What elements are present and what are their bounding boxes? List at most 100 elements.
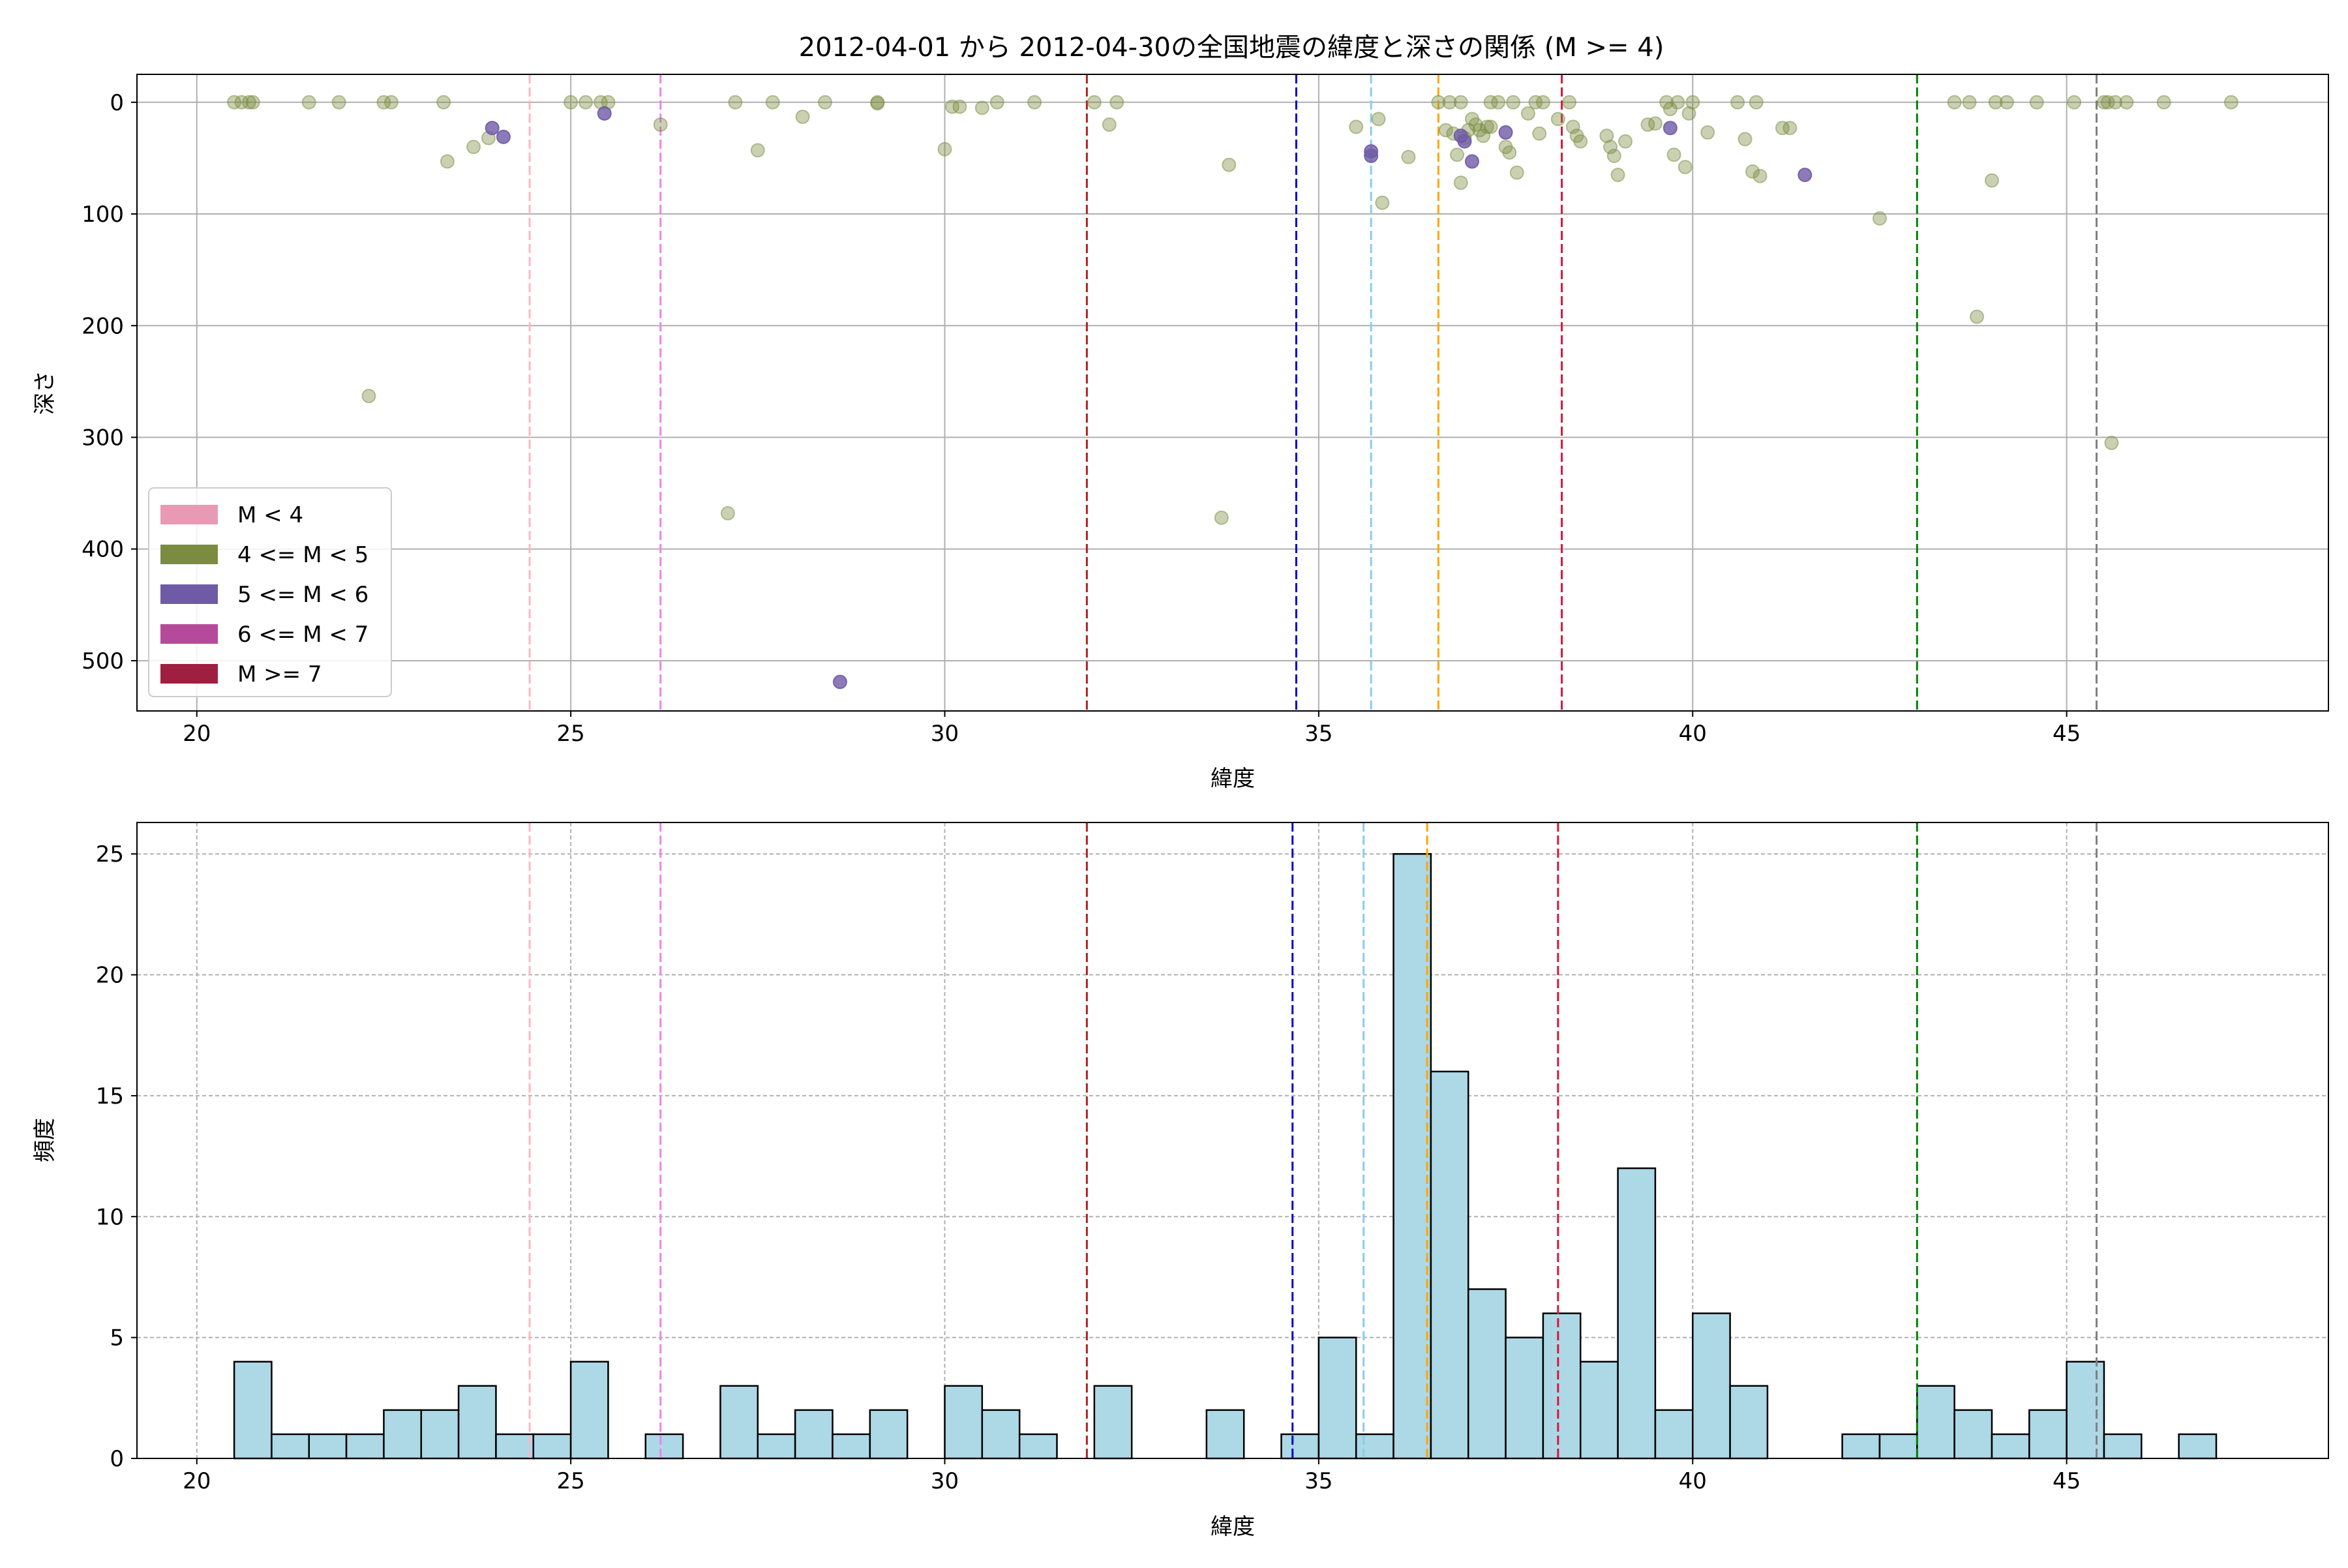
scatter-point — [1102, 117, 1117, 132]
histogram-y-tick-label: 5 — [110, 1325, 124, 1351]
scatter-point — [1502, 145, 1517, 160]
histogram-bars — [233, 852, 2218, 1460]
scatter-point — [952, 99, 967, 114]
scatter-point — [2156, 95, 2171, 110]
scatter-point — [331, 95, 346, 110]
scatter-point — [1535, 95, 1550, 110]
scatter-point — [440, 154, 455, 169]
histogram-bar — [569, 1361, 609, 1460]
scatter-point — [1565, 119, 1580, 134]
scatter-point — [1700, 125, 1715, 140]
scatter-point — [1528, 95, 1543, 110]
histogram-bar — [1953, 1409, 1993, 1460]
scatter-point — [376, 95, 391, 110]
scatter-point — [1532, 126, 1547, 141]
histogram-bar — [1280, 1433, 1320, 1460]
scatter-point — [1749, 95, 1764, 110]
scatter-x-tick-label: 20 — [183, 721, 211, 747]
histogram-axes-frame — [136, 822, 2329, 1459]
scatter-point — [496, 129, 511, 144]
histogram-bar — [1579, 1361, 1619, 1460]
scatter-point — [245, 95, 260, 110]
histogram-bar — [1205, 1409, 1245, 1460]
histogram-x-tick-label: 20 — [183, 1468, 211, 1494]
legend-label: M >= 7 — [237, 661, 322, 687]
histogram-bar — [1692, 1312, 1731, 1460]
histogram-y-tick-label: 10 — [96, 1204, 124, 1230]
scatter-point — [1618, 134, 1633, 149]
scatter-point — [2223, 95, 2238, 110]
scatter-point — [728, 95, 743, 110]
scatter-point — [974, 100, 989, 115]
scatter-point — [1520, 106, 1535, 121]
histogram-x-tick-label: 25 — [556, 1468, 584, 1494]
scatter-point — [1509, 165, 1524, 180]
scatter-y-tick-label: 100 — [82, 202, 124, 228]
scatter-point — [870, 96, 885, 111]
scatter-point — [1783, 121, 1798, 136]
scatter-point — [1431, 95, 1446, 110]
scatter-point — [1483, 95, 1498, 110]
histogram-bar — [271, 1433, 310, 1460]
scatter-point — [1738, 132, 1753, 147]
scatter-point — [1453, 175, 1468, 190]
histogram-bar — [383, 1409, 423, 1460]
histogram-bar — [532, 1433, 572, 1460]
scatter-point — [1506, 95, 1521, 110]
legend-label: 6 <= M < 7 — [237, 622, 369, 648]
scatter-point — [1663, 121, 1678, 136]
histogram-bar — [2178, 1433, 2218, 1460]
scatter-y-tick-label: 400 — [82, 537, 124, 563]
histogram-bar — [1617, 1167, 1657, 1460]
scatter-x-tick-label: 45 — [2053, 721, 2081, 747]
scatter-point — [1670, 95, 1685, 110]
histogram-bar — [869, 1409, 909, 1460]
scatter-point — [234, 95, 249, 110]
scatter-y-ticks: 0 100 200 300 400 500 — [82, 90, 137, 674]
scatter-point — [653, 117, 668, 132]
scatter-point — [1109, 95, 1124, 110]
scatter-points — [227, 95, 2238, 689]
histogram-bar — [1430, 1070, 1469, 1460]
scatter-x-tick-label: 30 — [931, 721, 959, 747]
legend-label: 4 <= M < 5 — [237, 542, 369, 568]
histogram-bar — [2066, 1361, 2105, 1460]
histogram-y-ticks: 0 5 10 15 20 25 — [96, 841, 137, 1472]
histogram-bar — [457, 1385, 497, 1460]
scatter-point — [1457, 134, 1472, 149]
histogram-y-tick-label: 15 — [96, 1083, 124, 1109]
scatter-y-tick-label: 0 — [110, 90, 124, 116]
legend-label: M < 4 — [237, 502, 303, 528]
scatter-point — [1027, 95, 1042, 110]
scatter-y-tick-label: 500 — [82, 648, 124, 674]
scatter-y-tick-label: 200 — [82, 313, 124, 339]
histogram-y-label: 頻度 — [32, 1118, 58, 1162]
histogram-bar — [233, 1361, 273, 1460]
scatter-point — [1438, 123, 1453, 138]
histogram-grid — [137, 822, 2328, 1459]
histogram-y-tick-label: 20 — [96, 963, 124, 989]
scatter-point — [937, 142, 952, 157]
scatter-point — [2067, 95, 2082, 110]
histogram-bar — [308, 1433, 348, 1460]
scatter-y-tick-label: 300 — [82, 425, 124, 451]
histogram-x-tick-label: 40 — [1679, 1468, 1707, 1494]
scatter-point — [1872, 211, 1887, 226]
histogram-bar — [1654, 1409, 1694, 1460]
scatter-point — [720, 505, 735, 520]
scatter-point — [818, 95, 833, 110]
scatter-point — [1610, 168, 1625, 183]
histogram-bar — [420, 1409, 460, 1460]
scatter-y-label: 深さ — [32, 370, 58, 415]
scatter-axes-frame — [136, 74, 2329, 712]
histogram-y-tick-label: 0 — [110, 1446, 124, 1472]
histogram-bar — [1093, 1385, 1133, 1460]
legend-swatch — [160, 664, 218, 684]
scatter-x-label: 緯度 — [1211, 766, 1255, 792]
scatter-title: 2012-04-01 から 2012-04-30の全国地震の緯度と深さの関係 (… — [799, 33, 1664, 63]
scatter-point — [1606, 148, 1621, 163]
scatter-panel: 2012-04-01 から 2012-04-30の全国地震の緯度と深さの関係 (… — [32, 33, 2329, 792]
scatter-point — [384, 95, 399, 110]
scatter-point — [1491, 95, 1506, 110]
scatter-point — [1962, 95, 1977, 110]
